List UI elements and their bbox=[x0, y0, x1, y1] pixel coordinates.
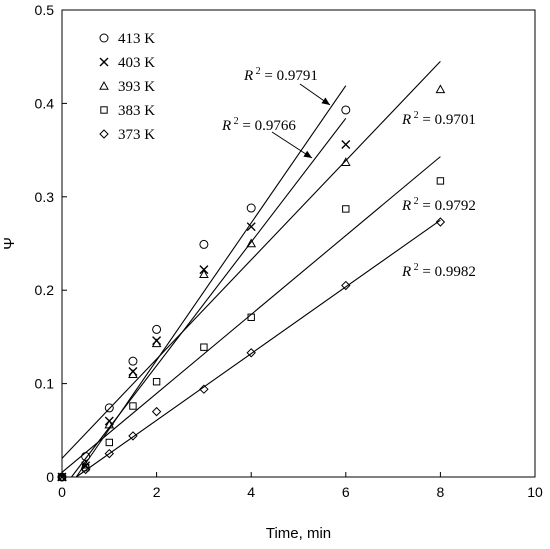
data-point-diamond bbox=[57, 472, 67, 482]
data-point-square bbox=[247, 313, 255, 321]
legend-marker-circle bbox=[99, 33, 109, 43]
data-point-circle bbox=[199, 239, 209, 249]
fit-line-1 bbox=[71, 118, 347, 478]
data-point-cross bbox=[341, 140, 351, 149]
data-point-square bbox=[129, 402, 137, 410]
r2-label: R 2 = 0.9766 bbox=[221, 116, 296, 134]
x-axis-title: Time, min bbox=[266, 525, 331, 542]
data-point-diamond bbox=[246, 348, 256, 358]
legend-label: 413 K bbox=[118, 31, 155, 47]
data-point-triangle bbox=[104, 419, 115, 429]
data-point-square bbox=[58, 473, 66, 481]
legend-label: 403 K bbox=[118, 55, 155, 71]
legend-marker-diamond bbox=[99, 129, 109, 139]
data-point-diamond bbox=[80, 464, 91, 475]
annotations: R 2 = 0.9791 R 2 = 0.9766 R 2 = 0.9701 R 2 … bbox=[221, 66, 476, 280]
data-point-diamond bbox=[341, 280, 351, 291]
cross-stroke bbox=[246, 222, 256, 232]
data-point-diamond bbox=[199, 384, 209, 394]
legend-label: 393 K bbox=[118, 79, 155, 95]
r2-label: R 2 = 0.9701 bbox=[401, 110, 476, 128]
legend: 413 K 403 K 393 K 383 K 373 K bbox=[99, 31, 155, 143]
data-point-square bbox=[152, 378, 161, 386]
plot-area bbox=[61, 9, 536, 478]
data-point-square bbox=[342, 205, 350, 213]
data-point-triangle bbox=[199, 269, 209, 279]
cross-stroke bbox=[57, 472, 67, 482]
data-point-triangle bbox=[246, 238, 257, 248]
r2-arrow-head bbox=[303, 150, 312, 158]
x-tick-label: 8 bbox=[437, 484, 445, 500]
axes: 0 2 4 6 8 10 0 0.1 0.2 0.3 0.4 0.5 bbox=[35, 2, 543, 500]
data-point-triangle bbox=[340, 157, 351, 166]
legend-label: 383 K bbox=[118, 103, 155, 119]
data-point-square bbox=[81, 463, 90, 472]
r2-label: R 2 = 0.9982 bbox=[401, 262, 476, 280]
data-point-circle bbox=[341, 105, 351, 115]
x-tick-label: 4 bbox=[247, 484, 255, 500]
y-tick-label: 0.2 bbox=[35, 282, 55, 298]
y-tick-label: 0 bbox=[46, 469, 54, 485]
r2-label: R 2 = 0.9791 bbox=[243, 66, 318, 84]
y-tick-label: 0.1 bbox=[35, 376, 55, 392]
data-point-cross bbox=[246, 222, 256, 232]
legend-label: 373 K bbox=[118, 127, 155, 143]
fit-line-2 bbox=[61, 60, 441, 459]
data-point-cross bbox=[57, 472, 67, 482]
data-points bbox=[57, 84, 446, 482]
cross-stroke bbox=[341, 140, 351, 149]
y-tick-label: 0.3 bbox=[35, 189, 55, 205]
data-point-square bbox=[200, 343, 208, 351]
data-point-triangle bbox=[151, 338, 162, 348]
data-point-cross bbox=[128, 366, 138, 376]
data-point-circle bbox=[104, 403, 114, 413]
data-point-circle bbox=[152, 324, 162, 334]
data-point-diamond bbox=[104, 448, 115, 459]
r2-label: R 2 = 0.9792 bbox=[401, 196, 476, 214]
x-tick-label: 0 bbox=[58, 484, 66, 500]
r2-arrow-head bbox=[321, 97, 330, 105]
legend-marker-cross bbox=[99, 57, 109, 67]
data-point-diamond bbox=[435, 217, 446, 227]
data-point-triangle bbox=[435, 84, 446, 94]
data-point-diamond bbox=[151, 406, 162, 417]
data-point-square bbox=[105, 438, 113, 447]
data-point-circle bbox=[246, 203, 256, 213]
legend-marker-triangle bbox=[99, 80, 109, 90]
plot-border bbox=[61, 9, 536, 478]
y-tick-label: 0.4 bbox=[35, 95, 55, 111]
x-tick-label: 6 bbox=[342, 484, 350, 500]
x-tick-label: 2 bbox=[153, 484, 161, 500]
x-tick-label: 10 bbox=[527, 484, 543, 500]
legend-marker-square bbox=[100, 106, 108, 114]
cross-stroke bbox=[99, 57, 109, 67]
data-point-circle bbox=[128, 356, 138, 366]
data-point-cross bbox=[152, 336, 162, 346]
data-point-square bbox=[436, 177, 445, 185]
y-axis-title: Ψ bbox=[1, 237, 18, 250]
fit-line-4 bbox=[75, 219, 441, 478]
y-tick-label: 0.5 bbox=[35, 2, 55, 18]
data-point-triangle bbox=[128, 369, 138, 378]
data-point-diamond bbox=[128, 431, 138, 441]
